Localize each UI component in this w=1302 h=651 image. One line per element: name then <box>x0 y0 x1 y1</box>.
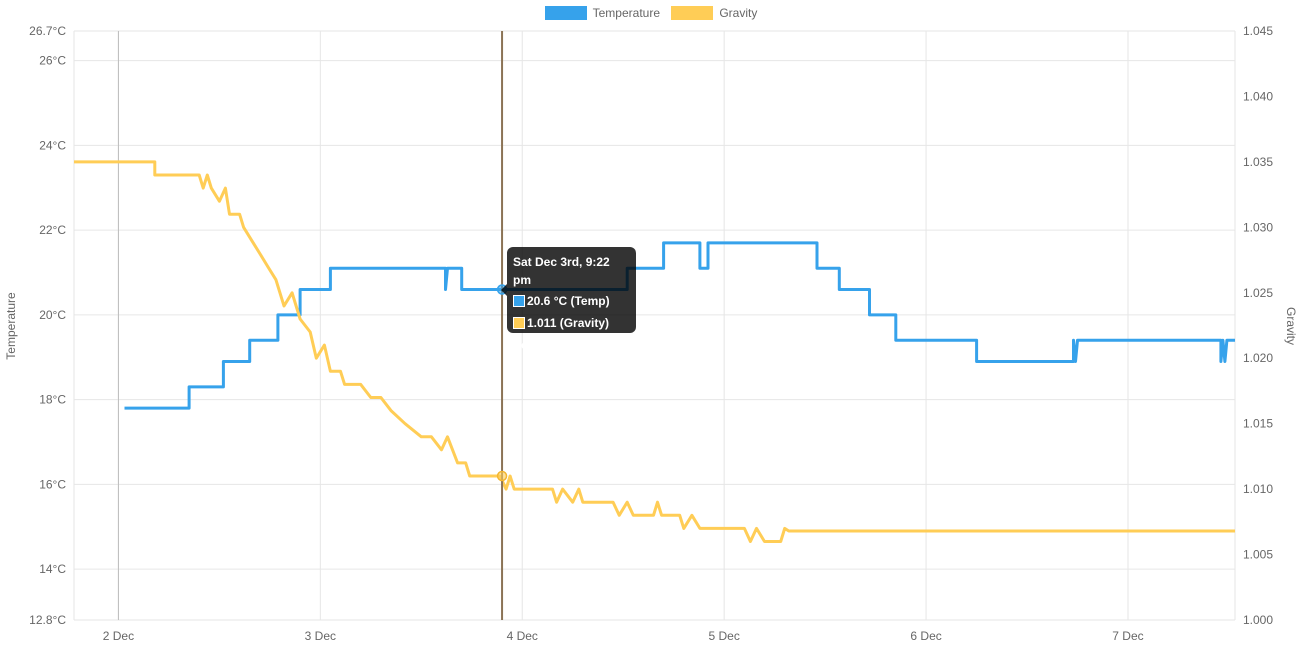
tooltip-temp-row: 20.6 °C (Temp) <box>513 290 630 312</box>
x-tick-label: 6 Dec <box>910 629 941 643</box>
y-left-tick-label: 24°C <box>39 138 66 152</box>
legend-swatch-temperature <box>544 6 587 20</box>
grid <box>73 30 1236 621</box>
legend-item-temperature[interactable]: Temperature <box>544 6 660 20</box>
legend-item-gravity[interactable]: Gravity <box>671 6 757 20</box>
y-right-tick-label: 1.025 <box>1243 286 1273 300</box>
series-line-temperature[interactable] <box>124 241 1236 410</box>
x-tick-label: 7 Dec <box>1112 629 1143 643</box>
hover-point-gravity[interactable] <box>496 470 508 482</box>
tooltip-temp-value: 20.6 °C (Temp) <box>527 294 610 308</box>
y-right-tick-label: 1.035 <box>1243 155 1273 169</box>
tooltip-gravity-row: 1.011 (Gravity) <box>513 312 630 334</box>
legend-swatch-gravity <box>671 6 714 20</box>
y-right-tick-label: 1.000 <box>1243 613 1273 627</box>
x-tick-label: 4 Dec <box>507 629 538 643</box>
y-left-tick-label: 20°C <box>39 308 66 322</box>
y-left-tick-label: 22°C <box>39 223 66 237</box>
y-right-tick-label: 1.030 <box>1243 220 1273 234</box>
series-line-gravity[interactable] <box>74 160 1235 543</box>
y-right-tick-label: 1.040 <box>1243 89 1273 103</box>
y-left-tick-label: 14°C <box>39 562 66 576</box>
y-right-axis: 1.000 1.005 1.010 1.015 1.020 1.025 1.030 1.035… <box>1243 24 1273 627</box>
tooltip: Sat Dec 3rd, 9:22 pm 20.6 °C (Temp) 1.01… <box>501 247 636 352</box>
y-right-tick-label: 1.020 <box>1243 351 1273 365</box>
y-right-tick-label: 1.015 <box>1243 417 1273 431</box>
y-left-tick-label: 16°C <box>39 477 66 491</box>
tooltip-gravity-value: 1.011 (Gravity) <box>527 316 610 330</box>
legend-label-gravity: Gravity <box>719 6 758 20</box>
tooltip-footer: Source: GREEN Tilt <box>513 338 625 352</box>
x-axis: 2 Dec 3 Dec 4 Dec 5 Dec 6 Dec 7 Dec <box>103 629 1144 643</box>
tooltip-caret <box>501 284 507 296</box>
y-left-tick-label: 12.8°C <box>29 613 66 627</box>
x-tick-label: 3 Dec <box>305 629 336 643</box>
tooltip-gravity-swatch <box>513 317 525 329</box>
y-left-tick-label: 18°C <box>39 393 66 407</box>
hover-cursor <box>496 31 508 620</box>
y-left-tick-label: 26°C <box>39 54 66 68</box>
tooltip-temp-swatch <box>513 295 525 307</box>
y-axis-left-label: Temperature <box>4 292 18 360</box>
tooltip-title: Sat Dec 3rd, 9:22 pm <box>513 255 610 287</box>
legend-label-temperature: Temperature <box>592 6 660 20</box>
y-left-axis: 12.8°C 14°C 16°C 18°C 20°C 22°C 24°C 26°C 26.7°C <box>29 24 66 627</box>
y-left-tick-label: 26.7°C <box>29 24 66 38</box>
y-right-tick-label: 1.005 <box>1243 548 1273 562</box>
x-tick-label: 2 Dec <box>103 629 134 643</box>
y-axis-right-label: Gravity <box>1284 307 1298 345</box>
series-layer <box>74 160 1236 543</box>
legend: Temperature Gravity <box>0 6 1302 23</box>
x-tick-label: 5 Dec <box>708 629 739 643</box>
y-right-tick-label: 1.045 <box>1243 24 1273 38</box>
y-right-tick-label: 1.010 <box>1243 482 1273 496</box>
